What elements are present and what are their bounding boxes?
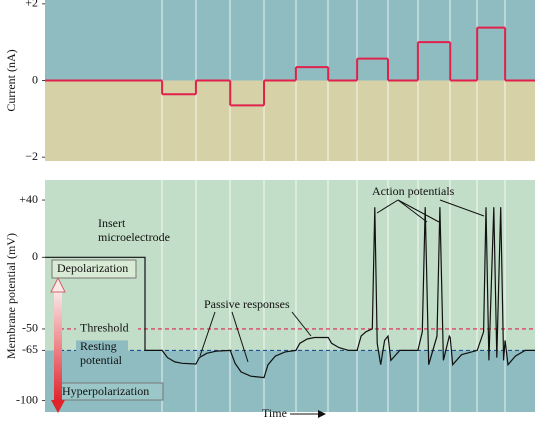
- panel-upper: [45, 0, 535, 81]
- y-tick-label: -50: [22, 321, 38, 335]
- annotation: Insert: [98, 216, 126, 230]
- x-axis-label: Time: [262, 406, 287, 420]
- pointer: [439, 199, 485, 217]
- annotation: Action potentials: [372, 184, 455, 198]
- label-bg: [76, 340, 128, 369]
- y-tick-label: +40: [19, 192, 38, 206]
- annotation: Passive responses: [204, 297, 290, 311]
- time-arrow-head: [318, 410, 326, 418]
- y-tick-label: 0: [32, 249, 38, 263]
- pointer: [199, 311, 216, 357]
- annotation: Depolarization: [57, 261, 128, 275]
- y-tick-label: -65: [22, 342, 38, 356]
- y-tick-label: 0: [32, 72, 38, 86]
- membrane-trace: [45, 207, 535, 379]
- reference-label: Resting: [80, 339, 117, 353]
- y-tick-label: -100: [16, 392, 38, 406]
- plot-layer: Current (nA) +2 0 −2 Membrane potential (mV)…: [4, 0, 535, 420]
- y-axis-label: Current (nA): [4, 49, 18, 111]
- arrow-head: [50, 276, 66, 293]
- pointer: [397, 199, 440, 223]
- gradient-arrow: [54, 290, 62, 402]
- backgrounds: [45, 0, 535, 412]
- annotation: Hyperpolarization: [62, 384, 149, 398]
- arrow-head: [51, 400, 65, 413]
- panel-lower: [45, 80, 535, 161]
- reference-label: Threshold: [80, 321, 129, 335]
- pointer: [376, 199, 399, 214]
- label-box: [51, 259, 137, 279]
- annotations: Insert microelectrode Action potentials …: [50, 184, 485, 418]
- pointer: [397, 199, 428, 223]
- pointer: [231, 311, 249, 363]
- y-tick-label: −2: [25, 149, 38, 163]
- pointer: [291, 311, 312, 337]
- annotation: microelectrode: [98, 230, 170, 244]
- y-axis-label: Membrane potential (mV): [4, 233, 18, 359]
- label-bg: [76, 321, 138, 336]
- y-tick-label: +2: [25, 0, 38, 10]
- reference-label: potential: [80, 353, 123, 367]
